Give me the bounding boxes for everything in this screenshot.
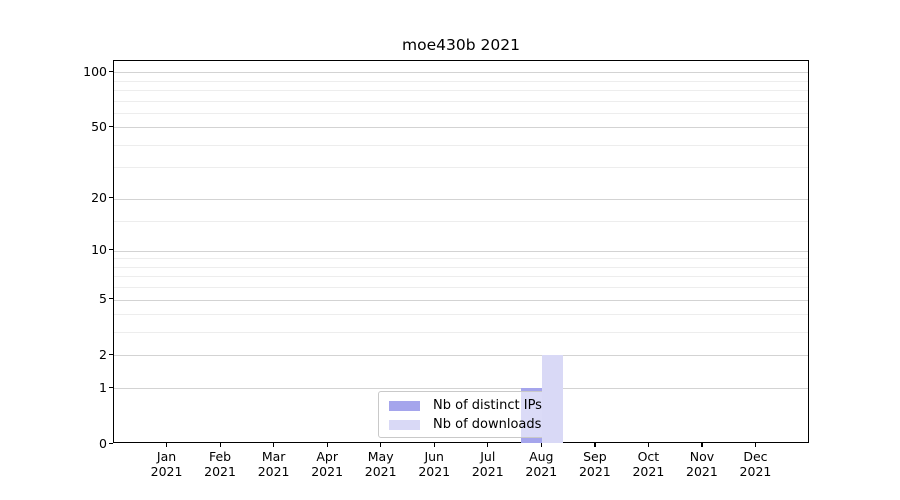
x-tick-label: Feb 2021	[204, 449, 236, 479]
legend-entry-label: Nb of downloads	[433, 417, 542, 432]
x-tick-label: May 2021	[364, 449, 397, 479]
gridline-major	[114, 355, 808, 357]
gridline-minor	[114, 332, 808, 334]
legend-swatch-downloads	[389, 419, 420, 430]
legend-entry: Nb of downloads	[389, 415, 550, 434]
x-tick-label: Aug 2021	[525, 449, 558, 479]
x-tick-mark	[487, 443, 489, 447]
legend: Nb of distinct IPs Nb of downloads	[378, 391, 551, 438]
gridline-minor	[114, 100, 808, 102]
y-tick-label: 20	[91, 190, 107, 206]
gridline-major	[114, 127, 808, 129]
x-tick-label: Jun 2021	[418, 449, 451, 479]
gridline-minor	[114, 89, 808, 91]
bar-downloads	[542, 355, 564, 443]
x-tick-label: Apr 2021	[311, 449, 344, 479]
y-tick-label: 10	[91, 242, 107, 258]
y-tick-mark	[109, 298, 113, 300]
x-tick-label: Jan 2021	[150, 449, 183, 479]
y-tick-label: 0	[99, 435, 107, 451]
gridline-minor	[114, 314, 808, 316]
legend-entry-label: Nb of distinct IPs	[433, 398, 542, 413]
x-tick-label: Sep 2021	[578, 449, 611, 479]
gridline-major	[114, 299, 808, 301]
y-tick-label: 2	[99, 346, 107, 362]
x-tick-mark	[219, 443, 221, 447]
legend-entry: Nb of distinct IPs	[389, 396, 550, 415]
y-tick-label: 5	[99, 291, 107, 307]
gridline-minor	[114, 80, 808, 82]
gridline-major	[114, 198, 808, 200]
x-tick-mark	[540, 443, 542, 447]
x-tick-mark	[647, 443, 650, 447]
y-tick-mark	[109, 353, 113, 356]
x-tick-mark	[594, 443, 596, 447]
gridline-minor	[114, 258, 808, 260]
gridline-minor	[114, 266, 808, 268]
x-tick-mark	[754, 443, 757, 447]
y-tick-label: 100	[83, 63, 107, 79]
x-tick-label: Dec 2021	[739, 449, 772, 479]
gridline-major	[114, 72, 808, 74]
chart-title: moe430b 2021	[402, 36, 520, 54]
y-tick-mark	[109, 125, 113, 127]
x-tick-label: Mar 2021	[257, 449, 290, 479]
gridline-minor	[114, 220, 808, 222]
gridline-minor	[114, 144, 808, 146]
y-tick-mark	[109, 197, 113, 199]
gridline-minor	[114, 276, 808, 278]
gridline-major	[114, 388, 808, 390]
plot-area	[113, 60, 809, 443]
gridline-minor	[114, 112, 808, 114]
y-tick-mark	[109, 386, 113, 388]
x-tick-label: Oct 2021	[632, 449, 665, 479]
x-tick-mark	[380, 443, 382, 447]
gridline-minor	[114, 167, 808, 169]
y-tick-label: 50	[91, 118, 107, 134]
y-tick-mark	[109, 442, 113, 444]
x-tick-mark	[326, 443, 328, 447]
x-tick-label: Jul 2021	[471, 449, 504, 479]
gridline-minor	[114, 287, 808, 289]
x-tick-mark	[433, 443, 435, 447]
gridline-major	[114, 250, 808, 252]
y-tick-label: 1	[99, 379, 107, 395]
legend-swatch-distinct-ips	[389, 400, 420, 411]
x-tick-label: Nov 2021	[686, 449, 718, 479]
y-tick-mark	[109, 249, 113, 251]
x-tick-mark	[701, 443, 703, 447]
y-tick-mark	[109, 70, 113, 72]
x-tick-mark	[166, 443, 168, 447]
x-tick-mark	[273, 443, 275, 447]
